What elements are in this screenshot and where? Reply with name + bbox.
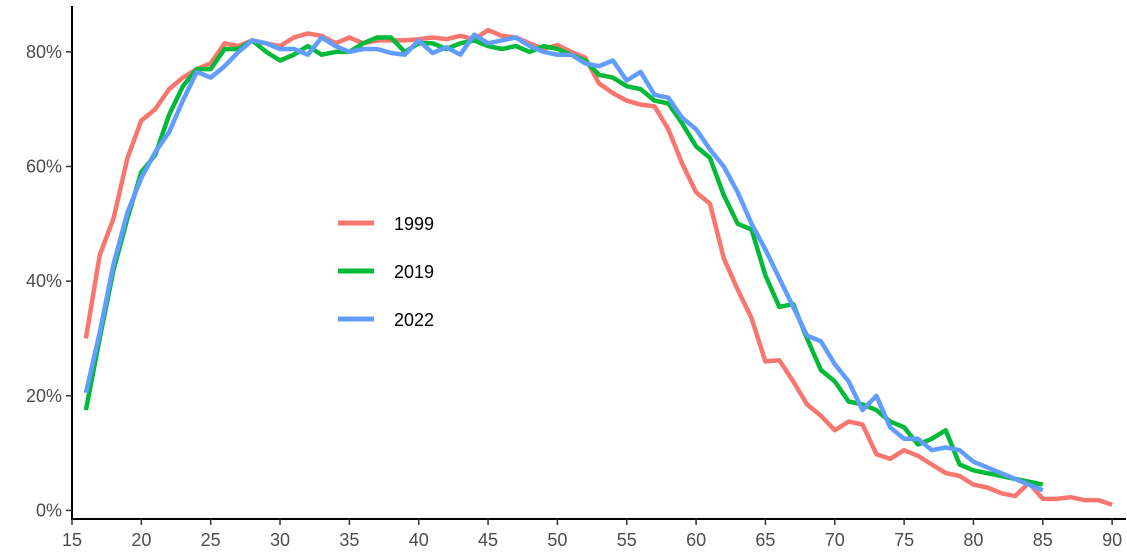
x-tick-label: 60 xyxy=(686,530,706,550)
x-tick-label: 15 xyxy=(62,530,82,550)
y-tick-label: 20% xyxy=(26,386,62,406)
legend-item-2019: 2019 xyxy=(338,262,434,282)
y-tick-label: 40% xyxy=(26,271,62,291)
legend-label: 2019 xyxy=(394,262,434,282)
x-tick-label: 85 xyxy=(1033,530,1053,550)
x-tick-label: 20 xyxy=(131,530,151,550)
x-tick-label: 30 xyxy=(270,530,290,550)
y-tick-label: 0% xyxy=(36,500,62,520)
x-tick-label: 90 xyxy=(1102,530,1122,550)
legend-label: 2022 xyxy=(394,310,434,330)
x-tick-label: 50 xyxy=(547,530,567,550)
legend-item-2022: 2022 xyxy=(338,310,434,330)
x-tick-label: 65 xyxy=(755,530,775,550)
x-tick-label: 75 xyxy=(894,530,914,550)
x-tick-label: 25 xyxy=(201,530,221,550)
series-layer xyxy=(83,27,1113,507)
x-tick-label: 35 xyxy=(339,530,359,550)
y-tick-label: 60% xyxy=(26,156,62,176)
x-tick-label: 55 xyxy=(617,530,637,550)
x-tick-label: 45 xyxy=(478,530,498,550)
legend-item-1999: 1999 xyxy=(338,214,434,234)
series-line-2019 xyxy=(83,35,1044,487)
x-tick-label: 80 xyxy=(963,530,983,550)
series-line-2022 xyxy=(83,32,1044,493)
legend: 1999 2019 2022 xyxy=(338,214,434,330)
axes-layer xyxy=(71,6,1126,520)
x-tick-label: 70 xyxy=(825,530,845,550)
series-line-1999 xyxy=(83,27,1113,507)
x-tick-label: 40 xyxy=(409,530,429,550)
y-tick-label: 80% xyxy=(26,42,62,62)
legend-label: 1999 xyxy=(394,214,434,234)
ticks-layer: 0% 20% 40% 60% 80% 15 20 25 30 35 40 45 50 55 60 65 70 75… xyxy=(26,42,1122,550)
